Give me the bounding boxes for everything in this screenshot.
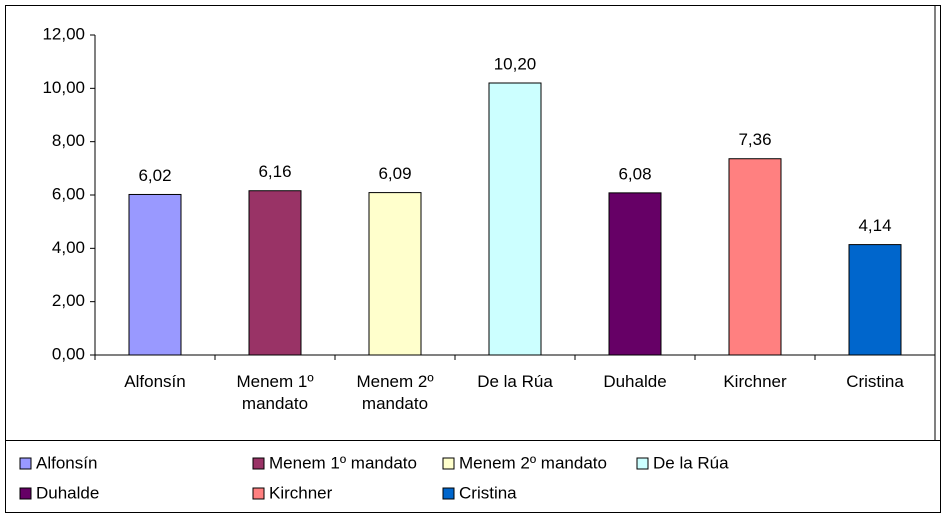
- legend-swatch: [19, 457, 32, 470]
- bar: [728, 158, 782, 356]
- x-tick-label: Menem 1º mandato: [236, 372, 314, 413]
- legend-swatch: [252, 487, 265, 500]
- data-label: 6,02: [138, 166, 171, 185]
- legend-label: Kirchner: [269, 483, 333, 502]
- bar: [608, 192, 662, 356]
- x-tick-label: Menem 2º mandato: [356, 372, 434, 413]
- data-label: 10,20: [494, 54, 537, 73]
- y-tick-label: 0,00: [52, 344, 85, 363]
- bar: [128, 193, 182, 356]
- legend-swatch: [636, 457, 649, 470]
- legend-label: Menem 2º mandato: [459, 453, 607, 472]
- legend-box: [5, 440, 941, 513]
- legend-swatch: [442, 457, 455, 470]
- x-tick-label: Duhalde: [603, 372, 667, 391]
- legend-swatch: [442, 487, 455, 500]
- legend-swatch: [252, 457, 265, 470]
- x-tick-label: Cristina: [846, 372, 904, 391]
- legend-label: Menem 1º mandato: [269, 453, 417, 472]
- y-tick-label: 10,00: [42, 78, 85, 97]
- bar: [848, 244, 902, 356]
- legend-label: Alfonsín: [36, 453, 97, 472]
- data-label: 6,16: [258, 162, 291, 181]
- data-label: 6,08: [618, 164, 651, 183]
- x-tick-label: Alfonsín: [124, 372, 186, 391]
- legend-label: De la Rúa: [653, 453, 729, 472]
- y-tick-label: 2,00: [52, 291, 85, 310]
- data-label: 6,09: [378, 164, 411, 183]
- y-tick-label: 8,00: [52, 131, 85, 150]
- legend-label: Cristina: [459, 483, 517, 502]
- bar: [488, 82, 542, 356]
- y-tick-label: 6,00: [52, 184, 85, 203]
- bar: [248, 190, 302, 356]
- data-label: 4,14: [858, 216, 891, 235]
- x-tick-label: Kirchner: [723, 372, 787, 391]
- y-tick-label: 12,00: [42, 24, 85, 43]
- legend-label: Duhalde: [36, 483, 99, 502]
- x-tick-label: De la Rúa: [477, 372, 553, 391]
- y-tick-label: 4,00: [52, 238, 85, 257]
- legend-swatch: [19, 487, 32, 500]
- bar: [368, 192, 422, 356]
- data-label: 7,36: [738, 130, 771, 149]
